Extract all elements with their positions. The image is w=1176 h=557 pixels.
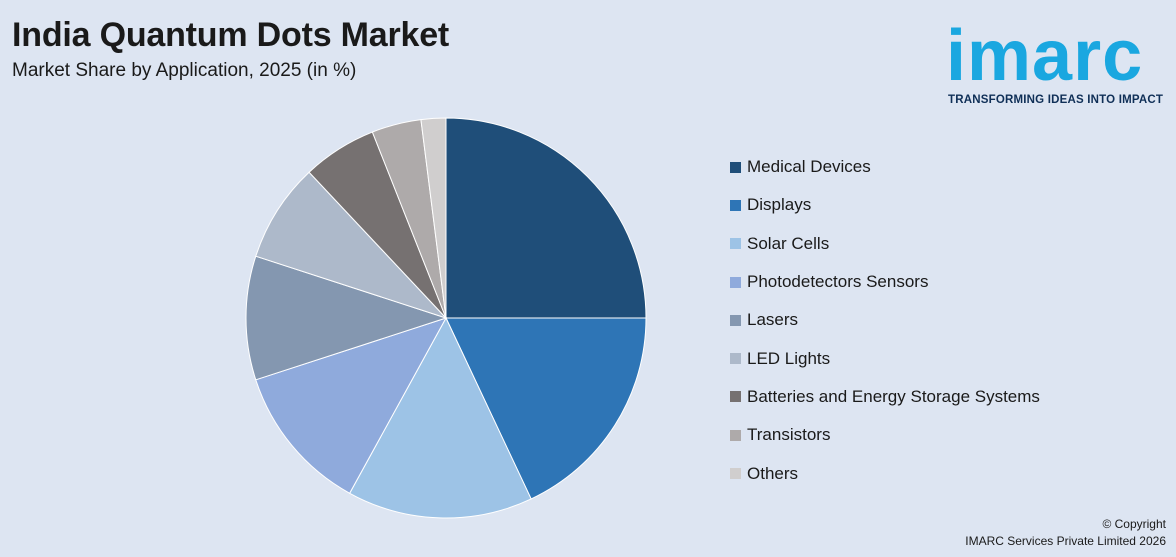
legend-swatch — [730, 314, 741, 326]
legend-swatch — [730, 353, 741, 365]
pie-slice-solar-cells — [348, 316, 532, 519]
pie-slice-lasers — [245, 255, 448, 381]
chart-title: India Quantum Dots Market — [12, 16, 450, 54]
legend-swatch — [730, 199, 741, 211]
legend-item: LED Lights — [730, 339, 1040, 377]
chart-legend: Medical Devices Displays Solar Cells Photod… — [730, 148, 1040, 493]
pie-chart — [245, 117, 647, 519]
legend-item: Lasers — [730, 301, 1040, 339]
pie-slice-led-lights — [255, 171, 447, 319]
legend-item: Batteries and Energy Storage Systems — [730, 378, 1040, 416]
copyright-text: © Copyright — [1102, 517, 1166, 531]
legend-label: Transistors — [747, 425, 831, 445]
legend-swatch — [730, 161, 741, 173]
legend-label: Lasers — [747, 310, 799, 330]
legend-item: Solar Cells — [730, 225, 1040, 263]
legend-item: Transistors — [730, 416, 1040, 454]
legend-label: Solar Cells — [747, 233, 830, 253]
legend-label: LED Lights — [747, 348, 831, 368]
legend-label: Displays — [747, 195, 812, 215]
legend-item: Photodetectors Sensors — [730, 263, 1040, 301]
legend-item: Others — [730, 454, 1040, 492]
pie-slice-displays — [445, 317, 647, 500]
company-text: IMARC Services Private Limited 2026 — [965, 534, 1166, 548]
legend-swatch — [730, 429, 741, 441]
legend-swatch — [730, 276, 741, 288]
pie-slice-medical-devices — [445, 117, 647, 319]
pie-slice-others — [420, 117, 447, 319]
legend-swatch — [730, 391, 741, 403]
pie-slice-photodetectors-sensors — [255, 317, 448, 494]
imarc-logo: imarc TRANSFORMING IDEAS INTO IMPACT — [946, 12, 1170, 112]
legend-item: Displays — [730, 186, 1040, 224]
legend-swatch — [730, 468, 741, 480]
chart-subtitle: Market Share by Application, 2025 (in %) — [12, 60, 357, 81]
legend-label: Photodetectors Sensors — [747, 272, 929, 292]
footer: © Copyright IMARC Services Private Limit… — [965, 516, 1166, 550]
legend-label: Batteries and Energy Storage Systems — [747, 386, 1040, 406]
logo-wordmark: imarc — [946, 16, 1144, 96]
legend-label: Medical Devices — [747, 157, 871, 177]
legend-label: Others — [747, 463, 799, 483]
logo-tagline: TRANSFORMING IDEAS INTO IMPACT — [948, 94, 1164, 106]
legend-swatch — [730, 238, 741, 250]
legend-item: Medical Devices — [730, 148, 1040, 186]
